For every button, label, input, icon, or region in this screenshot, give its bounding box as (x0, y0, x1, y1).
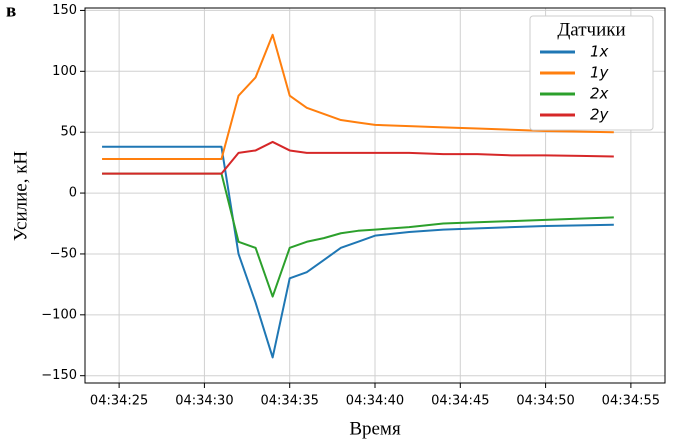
legend-title: Датчики (557, 19, 625, 40)
x-tick-label: 04:34:55 (602, 394, 660, 409)
y-tick-label: −150 (41, 368, 77, 383)
x-axis-label: Время (349, 418, 401, 439)
x-tick-label: 04:34:45 (431, 394, 489, 409)
y-tick-label: 100 (52, 64, 77, 79)
y-tick-label: 0 (69, 186, 77, 201)
x-tick-label: 04:34:50 (516, 394, 574, 409)
x-tick-label: 04:34:30 (175, 394, 233, 409)
panel-label: в (6, 0, 16, 21)
series-line (102, 145, 614, 359)
legend-label: 2y (590, 106, 610, 124)
series-line (102, 140, 614, 175)
y-tick-label: −100 (41, 307, 77, 322)
x-tick-label: 04:34:35 (261, 394, 319, 409)
series-line (102, 172, 614, 298)
y-tick-label: 50 (60, 125, 77, 140)
y-tick-label: 150 (52, 3, 77, 18)
x-tick-label: 04:34:40 (346, 394, 404, 409)
y-axis-label: Усилие, кН (10, 151, 31, 242)
legend-box (529, 15, 654, 131)
y-tick-label: −50 (50, 246, 77, 261)
legend-label: 1x (590, 43, 609, 61)
plot-frame (84, 7, 666, 384)
legend-label: 1y (590, 64, 610, 82)
x-tick-label: 04:34:25 (90, 394, 148, 409)
series-line (102, 33, 614, 160)
legend-label: 2x (590, 85, 609, 103)
